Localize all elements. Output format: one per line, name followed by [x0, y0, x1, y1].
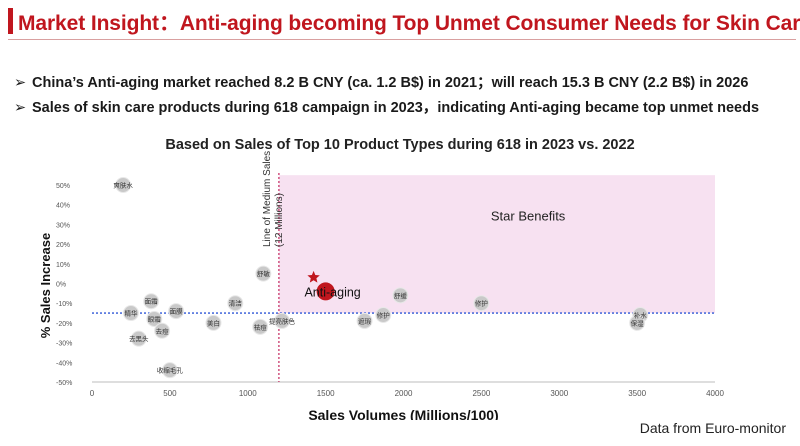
data-label: 补水 [634, 311, 648, 320]
y-tick-label: 20% [56, 242, 70, 249]
page-title: Market Insight：Anti-aging becoming Top U… [18, 12, 800, 35]
data-point [154, 322, 171, 339]
data-point [227, 295, 244, 312]
x-tick-label: 2000 [395, 389, 413, 398]
y-tick-label: -10% [56, 301, 72, 308]
data-label: 祛痘 [254, 322, 268, 331]
data-point [115, 177, 132, 193]
data-point-highlight [316, 282, 335, 301]
y-tick-label: -50% [56, 380, 72, 387]
bullet-text: Sales of skin care products during 618 c… [32, 100, 760, 116]
y-axis-label: % Sales Increase [38, 233, 53, 339]
data-point [392, 287, 409, 304]
data-point [473, 295, 490, 312]
data-label: 清洁 [229, 299, 243, 308]
data-point [146, 310, 163, 327]
data-label: 去痘 [156, 326, 170, 335]
y-tick-label: 30% [56, 222, 70, 229]
data-point [255, 265, 272, 282]
y-tick-label: -40% [56, 360, 72, 367]
data-label: 舒敏 [257, 269, 271, 278]
title-divider [8, 39, 796, 40]
data-point [252, 318, 269, 335]
data-label: 修护 [377, 311, 390, 320]
x-tick-label: 1000 [239, 389, 257, 398]
data-label: 修护 [475, 299, 488, 308]
y-tick-label: 50% [56, 183, 70, 190]
data-point [356, 312, 373, 329]
data-label: 眼霜 [148, 315, 162, 323]
x-tick-label: 2500 [472, 389, 490, 398]
data-label: 精华 [124, 309, 138, 318]
y-tick-label: 0% [56, 282, 66, 289]
data-label: Anti-aging [304, 285, 360, 299]
arrow-bullet-icon: ➢ [14, 100, 27, 116]
x-tick-label: 1500 [317, 389, 335, 398]
data-point [375, 307, 392, 324]
data-label: 爽肤水 [113, 181, 133, 190]
data-point [130, 330, 147, 347]
data-point [161, 362, 178, 379]
arrow-bullet-icon: ➢ [14, 75, 27, 91]
scatter-chart: 50% 40% 30% 20% 10% 0% -10% -20% -30% -40% -50% 0 50… [38, 151, 724, 420]
x-tick-label: 3000 [550, 389, 568, 398]
y-tick-label: 40% [56, 203, 70, 210]
data-label: 提亮肤色 [269, 316, 296, 325]
data-point [143, 293, 160, 310]
star-benefits-region [278, 175, 715, 314]
data-point [168, 303, 185, 320]
chart-title: Based on Sales of Top 10 Product Types d… [165, 137, 635, 153]
data-label: 去黑头 [129, 334, 149, 343]
star-icon [307, 270, 320, 283]
data-point [205, 314, 222, 331]
x-tick-label: 0 [90, 389, 95, 398]
y-tick-label: 10% [56, 262, 70, 269]
data-point [122, 305, 139, 322]
x-tick-label: 500 [163, 389, 177, 398]
y-tick-label: -30% [56, 341, 72, 348]
source-note: Data from Euro-monitor [639, 420, 786, 436]
data-label: 收缩毛孔 [157, 366, 184, 375]
medium-sales-line-label: Line of Medium Sales [262, 151, 273, 247]
bullet-text: China’s Anti-aging market reached 8.2 B … [32, 75, 749, 91]
data-label: 面膜 [170, 307, 184, 316]
bullet-item: ➢ China’s Anti-aging market reached 8.2 B… [14, 71, 748, 92]
title-accent-bar [8, 8, 13, 34]
region-label: Star Benefits [491, 208, 566, 223]
data-point [274, 312, 291, 329]
x-axis-label: Sales Volumes (Millions/100) [308, 407, 498, 420]
medium-sales-line-sublabel: (12 Millions) [274, 193, 285, 247]
x-tick-label: 4000 [706, 389, 724, 398]
data-label: 保湿 [631, 318, 645, 327]
data-label: 美白 [207, 318, 220, 327]
data-label: 遮瑕 [358, 316, 372, 325]
data-point [629, 314, 646, 331]
data-label: 面霜 [145, 298, 159, 306]
x-tick-label: 3500 [628, 389, 646, 398]
bullet-item: ➢ Sales of skin care products during 618 … [14, 96, 759, 117]
y-tick-label: -20% [56, 321, 72, 328]
data-label: 舒缓 [394, 291, 408, 300]
